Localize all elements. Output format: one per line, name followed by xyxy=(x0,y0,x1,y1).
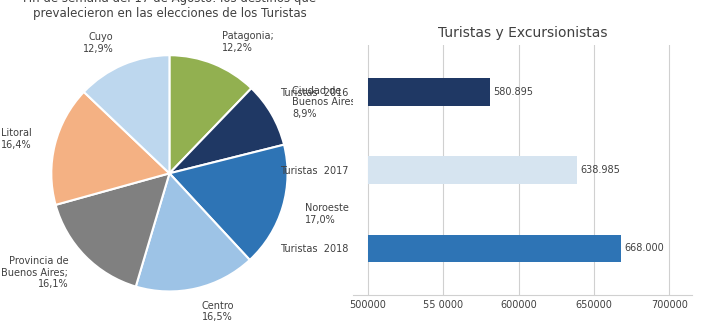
Bar xyxy=(368,235,621,262)
Wedge shape xyxy=(56,173,169,287)
Text: Provincia de
Buenos Aires;
16,1%: Provincia de Buenos Aires; 16,1% xyxy=(1,256,68,289)
Text: Litoral
16,4%: Litoral 16,4% xyxy=(1,128,32,150)
Text: Patagonia;
12,2%: Patagonia; 12,2% xyxy=(222,31,274,53)
Wedge shape xyxy=(52,92,169,205)
Title: Turistas y Excursionistas: Turistas y Excursionistas xyxy=(438,26,607,39)
Text: 638.985: 638.985 xyxy=(580,165,621,175)
Title: Fin de semana del 17 de Agosto: los destinos que
prevalecieron en las elecciones: Fin de semana del 17 de Agosto: los dest… xyxy=(23,0,316,20)
Bar xyxy=(368,78,490,106)
Text: Centro
16,5%: Centro 16,5% xyxy=(202,300,234,321)
Wedge shape xyxy=(84,55,169,173)
Text: 668.000: 668.000 xyxy=(624,243,664,253)
Wedge shape xyxy=(169,55,251,173)
Wedge shape xyxy=(136,173,250,291)
Text: 580.895: 580.895 xyxy=(493,87,533,97)
Bar xyxy=(368,156,578,184)
Text: Noroeste
17,0%: Noroeste 17,0% xyxy=(305,203,349,225)
Wedge shape xyxy=(169,145,287,260)
Text: Ciudad de
Buenos Aires;
8,9%: Ciudad de Buenos Aires; 8,9% xyxy=(292,86,359,119)
Wedge shape xyxy=(169,88,284,173)
Text: Cuyo
12,9%: Cuyo 12,9% xyxy=(83,32,114,54)
